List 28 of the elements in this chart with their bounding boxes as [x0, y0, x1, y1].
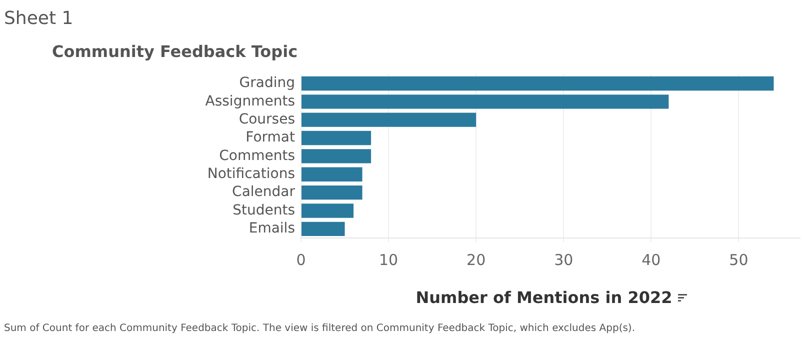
x-tick-label: 10 [378, 250, 398, 269]
bar [302, 204, 354, 218]
x-tick-label: 0 [296, 250, 306, 269]
x-tick-label: 30 [554, 250, 574, 269]
y-tick-label: Courses [238, 111, 295, 128]
text: Sheet 1 [4, 8, 74, 29]
bar [302, 185, 362, 200]
y-tick-label: Notifications [207, 166, 295, 182]
x-tick-label: 50 [729, 250, 748, 269]
x-tick-label: 40 [642, 250, 661, 269]
y-tick-label: Format [246, 130, 296, 146]
bar [302, 167, 362, 182]
y-tick-label: Calendar [232, 184, 296, 200]
y-axis-title: Community Feedback Topic [52, 42, 298, 61]
bar [302, 149, 372, 164]
bar [302, 222, 345, 236]
x-axis-title: Number of Mentions in 2022 [416, 288, 672, 307]
y-tick-label: Students [232, 202, 295, 218]
text: Sum of Count for each Community Feedback Topic. The view is filtered on Community Feedback Topic, which excludes App(s). [4, 323, 636, 334]
y-tick-label: Assignments [205, 93, 295, 110]
bar [302, 112, 476, 127]
x-tick-label: 20 [466, 250, 486, 269]
bar [302, 94, 669, 109]
y-tick-label: Emails [248, 220, 295, 237]
y-tick-label: Grading [239, 75, 295, 92]
bar [302, 76, 774, 91]
bar [302, 130, 372, 146]
y-tick-label: Comments [219, 148, 295, 164]
